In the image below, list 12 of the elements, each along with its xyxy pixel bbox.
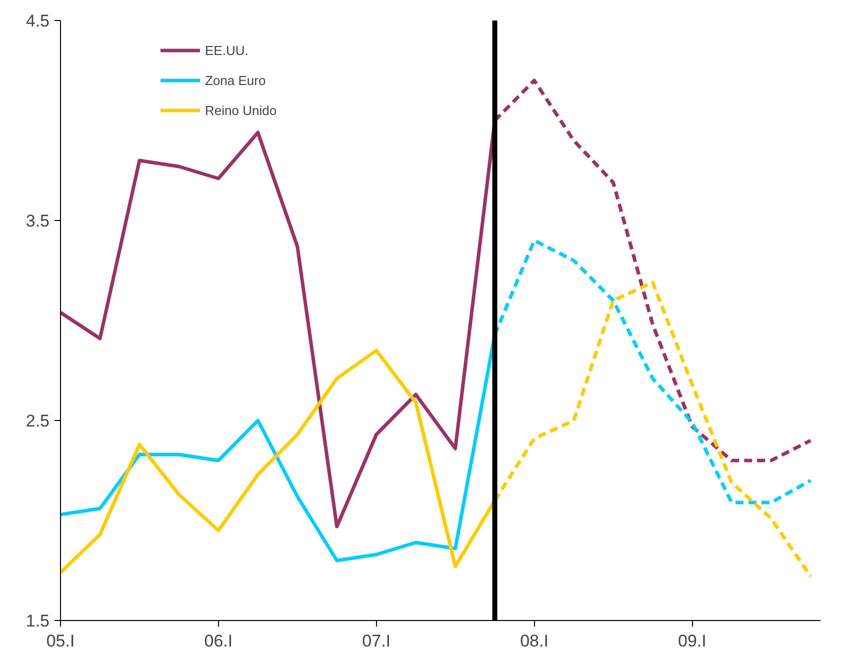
y-tick-label: 1.5 xyxy=(26,612,50,630)
x-tick-label: 06.I xyxy=(204,632,233,650)
legend-label: Reino Unido xyxy=(205,102,277,118)
legend-label: EE.UU. xyxy=(205,42,248,58)
legend-label: Zona Euro xyxy=(205,72,266,88)
y-tick-label: 4.5 xyxy=(26,12,50,30)
x-tick-label: 05.I xyxy=(46,632,75,650)
x-tick-label: 07.I xyxy=(362,632,391,650)
y-tick-label: 2.5 xyxy=(26,412,50,430)
y-tick-label: 3.5 xyxy=(26,212,50,230)
x-tick-label: 09.I xyxy=(678,632,706,650)
x-tick-label: 08.I xyxy=(520,632,548,650)
